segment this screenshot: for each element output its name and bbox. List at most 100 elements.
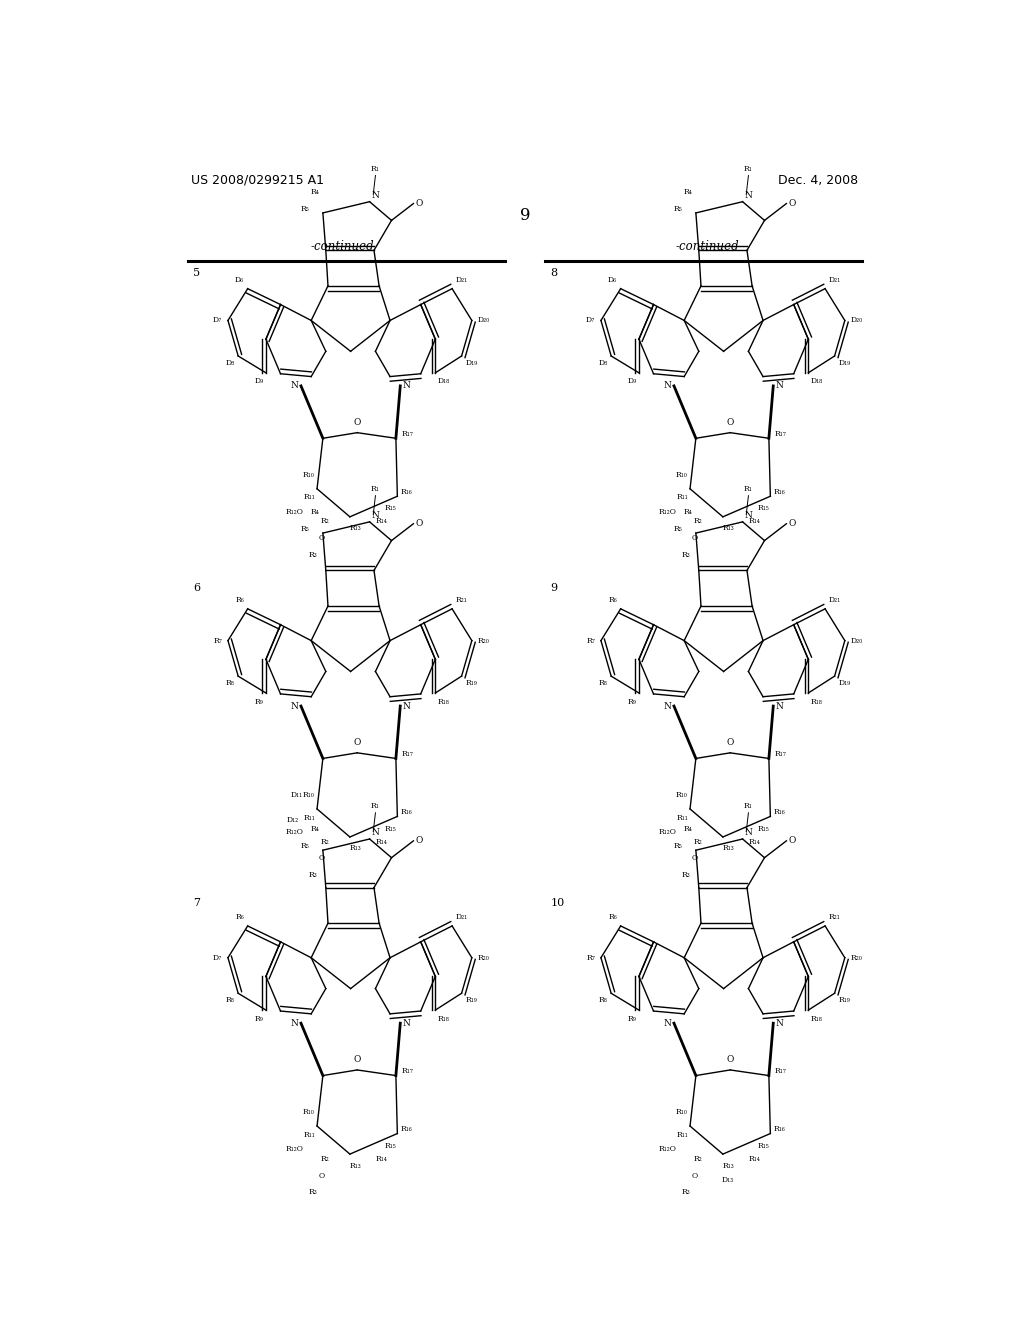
Text: R₁₈: R₁₈ xyxy=(811,1015,822,1023)
Text: N: N xyxy=(744,511,753,520)
Text: D₁₉: D₁₉ xyxy=(839,359,851,367)
Text: R₅: R₅ xyxy=(674,205,683,213)
Text: R₇: R₇ xyxy=(213,636,222,644)
Text: R₁₅: R₁₅ xyxy=(384,1142,396,1150)
Text: R₁₁: R₁₁ xyxy=(676,1131,688,1139)
Text: US 2008/0299215 A1: US 2008/0299215 A1 xyxy=(191,174,325,186)
Text: R₁₃: R₁₃ xyxy=(349,1162,360,1170)
Text: R₁₆: R₁₆ xyxy=(401,808,413,816)
Text: R₆: R₆ xyxy=(608,913,617,921)
Text: R₃: R₃ xyxy=(308,871,317,879)
Text: R₁₉: R₁₉ xyxy=(839,997,850,1005)
Text: R₈: R₈ xyxy=(225,997,234,1005)
Text: N: N xyxy=(291,381,299,391)
Text: R₁₈: R₁₈ xyxy=(811,698,822,706)
Text: D₈: D₈ xyxy=(225,359,234,367)
Text: R₁: R₁ xyxy=(744,484,753,492)
Text: D₂₁: D₂₁ xyxy=(456,276,468,284)
Text: R₁₀: R₁₀ xyxy=(676,791,688,799)
Text: R₁₆: R₁₆ xyxy=(774,1125,785,1133)
Text: 6: 6 xyxy=(194,583,201,593)
Text: O: O xyxy=(726,738,734,747)
Text: R₁₀: R₁₀ xyxy=(303,791,314,799)
Text: O: O xyxy=(353,418,360,428)
Text: Dec. 4, 2008: Dec. 4, 2008 xyxy=(778,174,858,186)
Text: R₁₃: R₁₃ xyxy=(722,1162,734,1170)
Text: R₁₉: R₁₉ xyxy=(465,678,477,686)
Text: R₁₄: R₁₄ xyxy=(376,1155,387,1163)
Text: R₂₁: R₂₁ xyxy=(828,913,841,921)
Text: R₁₂O: R₁₂O xyxy=(286,829,304,837)
Text: R₅: R₅ xyxy=(674,525,683,533)
Text: N: N xyxy=(744,828,753,837)
Text: D₂₀: D₂₀ xyxy=(477,317,489,325)
Text: R₉: R₉ xyxy=(628,1015,637,1023)
Text: O: O xyxy=(416,837,423,845)
Text: R₂: R₂ xyxy=(693,1155,702,1163)
Text: R₄: R₄ xyxy=(683,825,692,833)
Text: R₁₅: R₁₅ xyxy=(757,1142,769,1150)
Text: R₁₅: R₁₅ xyxy=(384,504,396,512)
Text: R₁₃: R₁₃ xyxy=(722,845,734,853)
Text: R₆: R₆ xyxy=(236,913,244,921)
Text: N: N xyxy=(664,701,672,710)
Text: D₂₁: D₂₁ xyxy=(828,597,841,605)
Text: N: N xyxy=(402,1019,411,1028)
Text: R₅: R₅ xyxy=(674,842,683,850)
Text: R₁₆: R₁₆ xyxy=(401,487,413,495)
Text: 7: 7 xyxy=(194,899,200,908)
Text: R₁₁: R₁₁ xyxy=(303,494,314,502)
Text: D₁₈: D₁₈ xyxy=(811,378,822,385)
Text: D₉: D₉ xyxy=(255,378,264,385)
Text: R₅: R₅ xyxy=(301,205,309,213)
Text: O: O xyxy=(691,854,697,862)
Text: R₁₁: R₁₁ xyxy=(303,813,314,821)
Text: R₄: R₄ xyxy=(683,187,692,197)
Text: D₂₁: D₂₁ xyxy=(456,913,468,921)
Text: D₆: D₆ xyxy=(234,276,244,284)
Text: R₂₀: R₂₀ xyxy=(477,954,489,962)
Text: D₂₀: D₂₀ xyxy=(851,317,863,325)
Text: N: N xyxy=(291,701,299,710)
Text: N: N xyxy=(372,511,380,520)
Text: D₇: D₇ xyxy=(586,317,595,325)
Text: R₁₇: R₁₇ xyxy=(775,429,786,438)
Text: R₄: R₄ xyxy=(683,508,692,516)
Text: R₁₄: R₁₄ xyxy=(749,838,760,846)
Text: D₇: D₇ xyxy=(213,317,222,325)
Text: N: N xyxy=(372,191,380,199)
Text: N: N xyxy=(402,381,411,391)
Text: D₁₉: D₁₉ xyxy=(465,359,477,367)
Text: R₁₆: R₁₆ xyxy=(774,808,785,816)
Text: R₁₄: R₁₄ xyxy=(749,517,760,525)
Text: D₂₀: D₂₀ xyxy=(851,636,863,644)
Text: O: O xyxy=(416,519,423,528)
Text: R₁: R₁ xyxy=(371,484,380,492)
Text: D₉: D₉ xyxy=(628,378,637,385)
Text: D₁₁: D₁₁ xyxy=(291,791,302,799)
Text: O: O xyxy=(788,837,796,845)
Text: R₂₁: R₂₁ xyxy=(456,597,468,605)
Text: D₈: D₈ xyxy=(598,359,607,367)
Text: D₂₁: D₂₁ xyxy=(828,276,841,284)
Text: 9: 9 xyxy=(550,583,557,593)
Text: R₁₀: R₁₀ xyxy=(676,471,688,479)
Text: R₃: R₃ xyxy=(308,552,317,560)
Text: R₂: R₂ xyxy=(321,1155,330,1163)
Text: R₁: R₁ xyxy=(371,803,380,810)
Text: R₂₀: R₂₀ xyxy=(851,954,862,962)
Text: R₃: R₃ xyxy=(681,552,690,560)
Text: R₁: R₁ xyxy=(371,165,380,173)
Text: N: N xyxy=(775,701,783,710)
Text: R₂₀: R₂₀ xyxy=(477,636,489,644)
Text: R₁₇: R₁₇ xyxy=(401,429,414,438)
Text: R₃: R₃ xyxy=(681,1188,690,1196)
Text: O: O xyxy=(318,535,325,543)
Text: O: O xyxy=(691,535,697,543)
Text: R₁₂O: R₁₂O xyxy=(659,508,677,516)
Text: 9: 9 xyxy=(519,207,530,224)
Text: O: O xyxy=(788,199,796,209)
Text: 5: 5 xyxy=(194,268,201,279)
Text: O: O xyxy=(726,1055,734,1064)
Text: R₁₂O: R₁₂O xyxy=(286,1146,304,1154)
